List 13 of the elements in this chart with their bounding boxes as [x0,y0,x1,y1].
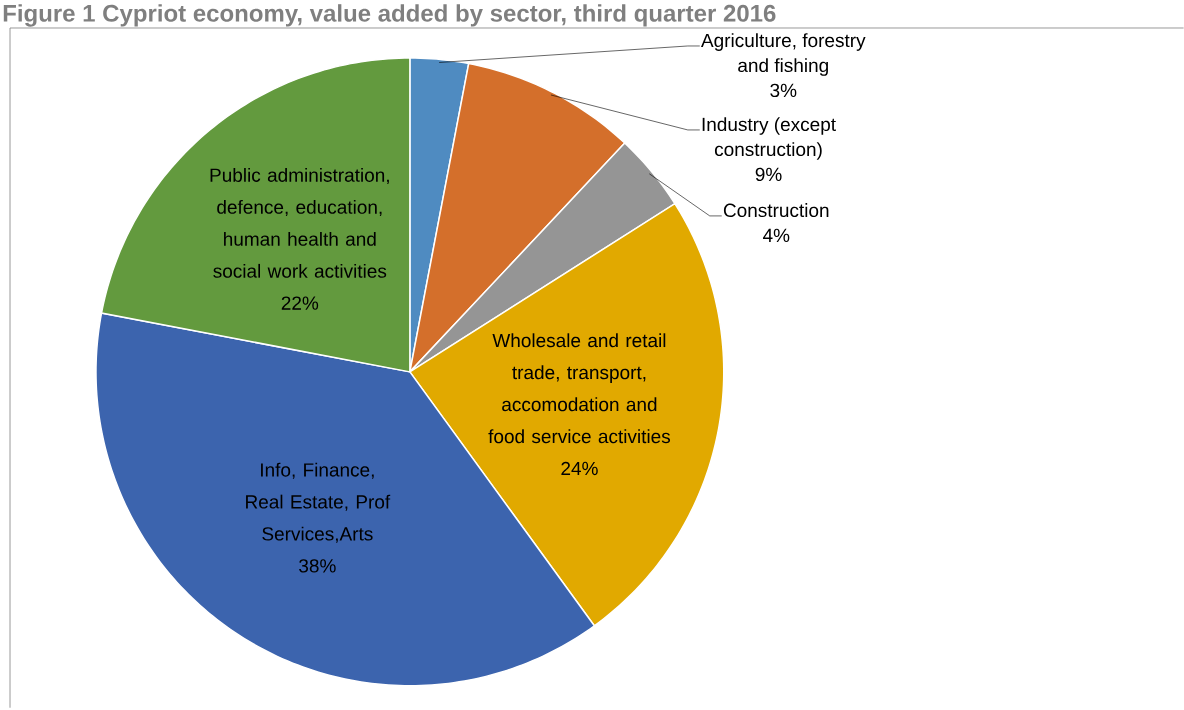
slice-label: Public administration, defence, education, human health and social work activities [210,168,389,278]
data-label: 24% [561,461,598,476]
slice-label: Construction [723,203,829,218]
slice-label: Info, Finance, Real Estate, Prof Services,Arts [246,462,391,543]
data-label: 38% [299,559,336,573]
data-label: 22% [281,296,319,310]
data-label: 3% [770,83,797,98]
data-label: 9% [755,167,782,182]
chart-title: Figure 1 Cypriot economy, value added by sector, third quarter 2016 [3,4,776,27]
slice-label: Industry (except construction) [702,117,836,160]
data-label: 4% [762,228,790,243]
slice-label: Agriculture, forestry and fishing [701,33,866,76]
slice-label: Wholesale and retail trade, transport, accomodation and food service activities [488,333,671,444]
